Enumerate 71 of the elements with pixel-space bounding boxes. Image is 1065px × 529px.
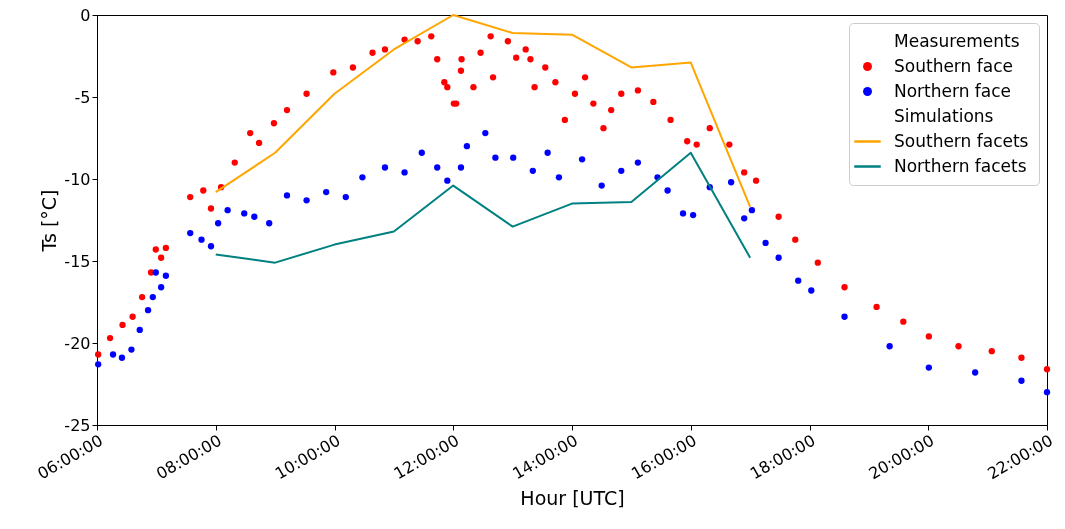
point (434, 164, 441, 171)
point (578, 156, 586, 163)
point (149, 293, 156, 301)
point (634, 159, 642, 166)
y-axis-title: Ts [°C] (38, 189, 61, 253)
point (187, 229, 194, 237)
point (136, 326, 143, 334)
point (144, 307, 152, 314)
point (224, 207, 231, 214)
point (544, 149, 551, 156)
point (664, 187, 671, 194)
point (679, 210, 687, 217)
point (207, 243, 215, 250)
point (689, 211, 697, 219)
annotation: Simulations (894, 105, 994, 126)
y-tick-label: -5 (74, 87, 91, 107)
point (152, 269, 159, 276)
legend-label: Southern facets (894, 130, 1029, 151)
legend-label: Southern face (894, 55, 1013, 76)
point (162, 272, 170, 279)
y-tick-label: 0 (80, 5, 91, 25)
point (109, 351, 117, 358)
point (727, 179, 735, 186)
point (1018, 377, 1025, 384)
point (529, 167, 536, 174)
point (748, 207, 756, 214)
point (841, 313, 848, 320)
point (401, 169, 408, 176)
point (303, 197, 310, 204)
point (795, 277, 802, 284)
point (118, 354, 126, 361)
point (359, 174, 366, 181)
point (463, 143, 471, 150)
point (762, 239, 769, 247)
point (323, 188, 330, 196)
point (251, 213, 258, 220)
point (555, 174, 563, 181)
y-tick-label: -25 (64, 415, 91, 435)
point (1043, 389, 1051, 396)
point (342, 193, 349, 201)
point (457, 164, 465, 171)
point (510, 154, 517, 161)
y-tick-label: -20 (64, 333, 91, 353)
x-axis-title: Hour [UTC] (520, 487, 625, 510)
point (95, 361, 102, 368)
y-tick-label: -15 (64, 251, 91, 271)
point (418, 149, 425, 156)
point (157, 284, 165, 291)
y-tick-label: -10 (64, 169, 91, 189)
point (198, 236, 205, 243)
point (444, 177, 451, 184)
point (482, 129, 489, 137)
point (214, 220, 222, 227)
point (381, 164, 389, 171)
annotation: Measurements (894, 30, 1020, 51)
point (618, 167, 625, 174)
point (925, 364, 933, 371)
point (971, 369, 979, 376)
point (741, 215, 748, 222)
point (128, 346, 135, 353)
point (808, 287, 815, 294)
point (283, 192, 291, 199)
legend-label: Northern face (894, 80, 1012, 101)
point (241, 210, 248, 217)
point (775, 254, 782, 261)
point (492, 154, 499, 161)
point (266, 220, 273, 227)
point (598, 182, 605, 189)
point (886, 343, 893, 350)
line-series (214, 151, 752, 264)
legend-label: Northern facets (894, 155, 1027, 176)
